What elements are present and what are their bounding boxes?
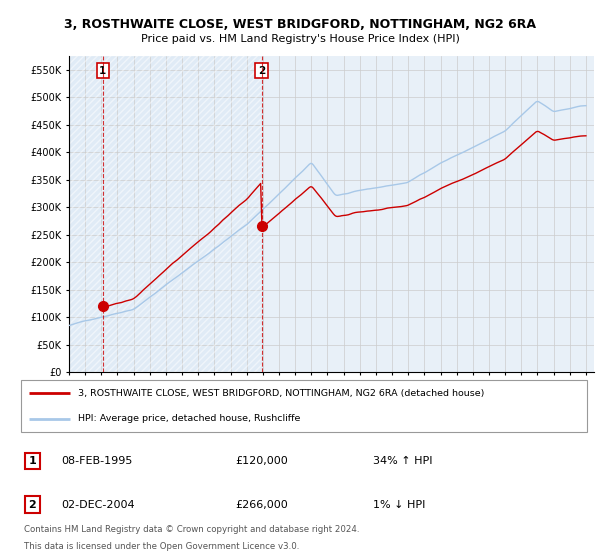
Text: 2: 2 bbox=[28, 500, 36, 510]
Bar bbox=[69, 56, 262, 372]
Text: 3, ROSTHWAITE CLOSE, WEST BRIDGFORD, NOTTINGHAM, NG2 6RA: 3, ROSTHWAITE CLOSE, WEST BRIDGFORD, NOT… bbox=[64, 18, 536, 31]
Text: 1: 1 bbox=[28, 456, 36, 466]
Text: 3, ROSTHWAITE CLOSE, WEST BRIDGFORD, NOTTINGHAM, NG2 6RA (detached house): 3, ROSTHWAITE CLOSE, WEST BRIDGFORD, NOT… bbox=[78, 389, 485, 398]
Text: HPI: Average price, detached house, Rushcliffe: HPI: Average price, detached house, Rush… bbox=[78, 414, 301, 423]
Text: 34% ↑ HPI: 34% ↑ HPI bbox=[373, 456, 433, 466]
Text: £120,000: £120,000 bbox=[236, 456, 289, 466]
Text: £266,000: £266,000 bbox=[236, 500, 289, 510]
Text: 1% ↓ HPI: 1% ↓ HPI bbox=[373, 500, 425, 510]
Text: Price paid vs. HM Land Registry's House Price Index (HPI): Price paid vs. HM Land Registry's House … bbox=[140, 34, 460, 44]
Text: Contains HM Land Registry data © Crown copyright and database right 2024.: Contains HM Land Registry data © Crown c… bbox=[24, 525, 359, 534]
Text: 02-DEC-2004: 02-DEC-2004 bbox=[61, 500, 134, 510]
Text: This data is licensed under the Open Government Licence v3.0.: This data is licensed under the Open Gov… bbox=[24, 542, 299, 551]
FancyBboxPatch shape bbox=[21, 380, 587, 432]
Text: 1: 1 bbox=[99, 66, 107, 76]
Text: 2: 2 bbox=[258, 66, 265, 76]
Text: 08-FEB-1995: 08-FEB-1995 bbox=[61, 456, 133, 466]
